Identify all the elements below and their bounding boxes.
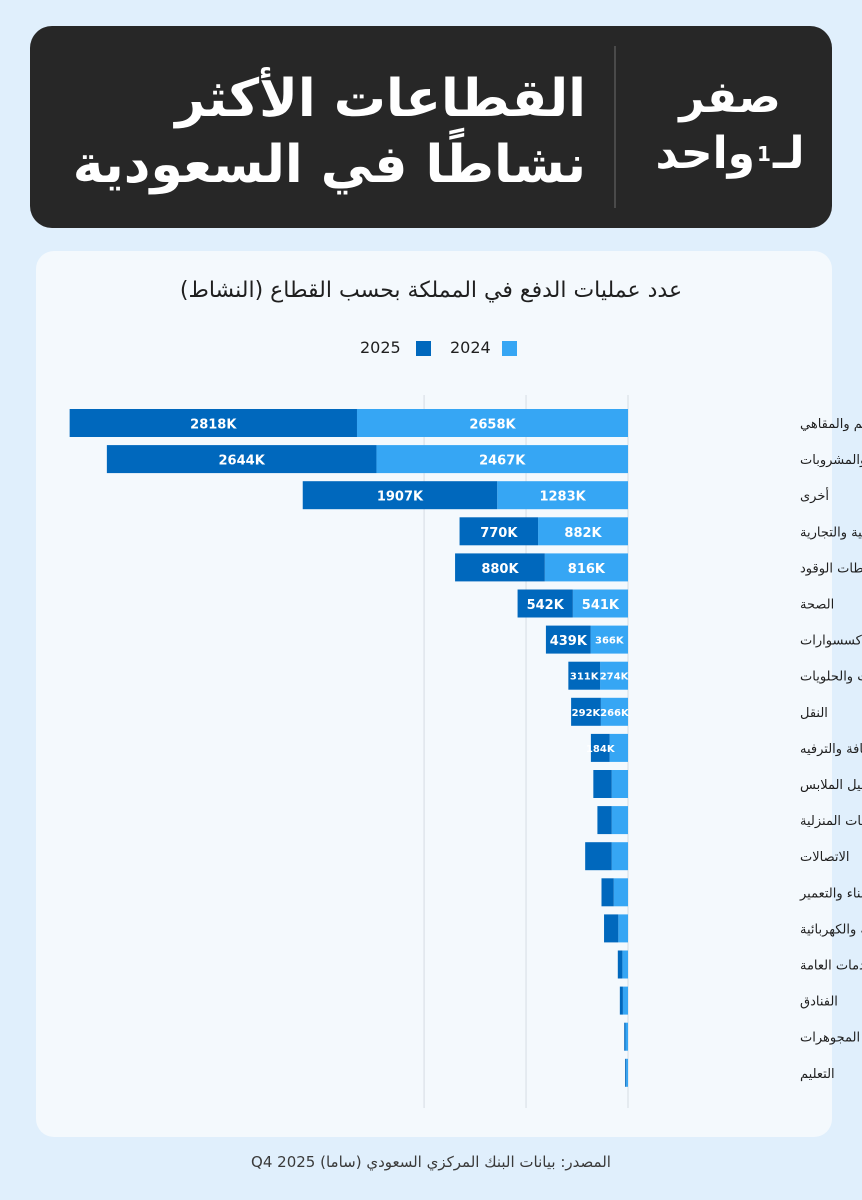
category-label-4: الخدمات المهنية والتجارية (800, 525, 862, 540)
bar-2024-6 (572, 589, 628, 618)
legend-label-2025: 2025 (360, 338, 401, 357)
category-label-1: المطاعم والمقاهي (800, 417, 862, 432)
data-label-2025-6: 542K (527, 598, 565, 613)
bar-2024-2 (376, 445, 628, 474)
bar-2025-5 (455, 553, 545, 582)
data-label-2024-1: 2658K (469, 418, 516, 433)
bar-2025-2 (106, 445, 377, 474)
bar-2025-6 (517, 589, 573, 618)
logo-superscript: 1 (757, 142, 771, 166)
bar-2024-18 (625, 1022, 628, 1051)
chart-card (36, 251, 832, 1137)
category-label-8: المخبوزات والحلويات (800, 670, 862, 685)
category-label-6: الصحة (800, 598, 834, 613)
data-label-2024-3: 1283K (539, 490, 586, 505)
category-label-12: الأثاث والمستلزمات المنزلية (800, 812, 862, 829)
bar-2025-10 (590, 733, 610, 762)
data-label-2025-10: 184K (586, 744, 616, 755)
source-note: المصدر: بيانات البنك المركزي السعودي (سا… (251, 1153, 611, 1171)
bar-2024-3 (497, 481, 628, 510)
data-label-2025-9: 292K (572, 708, 602, 719)
category-label-13: الاتصالات (800, 850, 850, 865)
bar-2024-11 (611, 770, 628, 798)
category-label-5: محطات الوقود (800, 561, 862, 576)
logo-line-1: صفر (679, 72, 781, 123)
bar-2025-14 (601, 878, 614, 907)
bar-2024-17 (622, 986, 628, 1015)
bar-2024-16 (622, 950, 628, 979)
bar-2024-13 (611, 842, 628, 871)
bar-2025-4 (459, 517, 539, 546)
bar-2025-11 (593, 770, 612, 798)
data-label-2024-2: 2467K (479, 454, 526, 469)
category-label-16: المنافع والخدمات العامة (800, 959, 862, 974)
logo-part-a: لـ (772, 128, 805, 179)
data-label-2024-5: 816K (568, 562, 606, 577)
chart-legend: 2025 2024 (360, 338, 520, 360)
bar-2025-15 (604, 914, 619, 943)
category-label-18: المجوهرات (800, 1031, 860, 1046)
bar-2024-7 (590, 625, 628, 654)
category-label-2: الأطعمة والمشروبات (800, 451, 862, 468)
data-label-2024-6: 541K (582, 598, 620, 613)
page-title-line-1: القطاعات الأكثر (175, 69, 586, 129)
category-label-11: خدمات غسيل الملابس (800, 778, 862, 793)
data-label-2024-7: 366K (595, 636, 625, 647)
bar-2025-7 (545, 625, 591, 654)
chart-title: عدد عمليات الدفع في المملكة بحسب القطاع … (179, 278, 683, 303)
data-label-2025-8: 311K (570, 672, 600, 683)
data-label-2025-1: 2818K (190, 418, 237, 433)
logo-line-2: لـ1واحد (642, 126, 818, 182)
bar-2024-1 (356, 409, 628, 437)
category-label-9: النقل (800, 706, 828, 721)
bar-2025-1 (69, 409, 357, 437)
header-banner: القطاعات الأكثر نشاطًا في السعودية صفر ل… (30, 26, 832, 228)
data-label-2025-5: 880K (481, 562, 519, 577)
bar-2024-15 (618, 914, 628, 943)
logo-part-b: واحد (655, 128, 756, 179)
category-label-17: الفنادق (800, 995, 838, 1010)
header-divider (614, 46, 616, 208)
category-label-15: الأجهزة الإلكترونية والكهربائية (800, 920, 862, 937)
category-label-14: مواد البناء والتعمير (799, 886, 862, 901)
legend-swatch-2025 (416, 341, 431, 356)
bar-2024-4 (538, 517, 628, 546)
legend-label-2024: 2024 (450, 338, 491, 357)
bar-2025-8 (568, 661, 601, 690)
category-label-10: الثقافة والترفيه (800, 742, 862, 757)
data-label-2025-2: 2644K (219, 454, 266, 469)
bar-2024-9 (600, 697, 628, 726)
bar-2025-18 (624, 1022, 626, 1051)
data-label-2025-4: 770K (480, 526, 518, 541)
category-label-7: الملبوسات والإكسسوارات (800, 634, 862, 649)
bar-2025-19 (625, 1058, 627, 1087)
bar-2024-19 (626, 1058, 628, 1087)
bar-2024-5 (544, 553, 628, 582)
bar-2025-12 (597, 806, 612, 835)
bar-2024-14 (613, 878, 628, 907)
data-label-2024-8: 274K (600, 672, 630, 683)
bar-2025-9 (571, 697, 601, 726)
category-label-3: أخرى (800, 487, 829, 504)
data-label-2025-3: 1907K (377, 490, 424, 505)
category-label-19: التعليم (800, 1067, 835, 1082)
bar-2025-13 (585, 842, 612, 871)
legend-swatch-2024 (502, 341, 517, 356)
data-label-2025-7: 439K (550, 634, 588, 649)
bar-2025-17 (619, 986, 623, 1015)
bar-2024-12 (611, 806, 628, 835)
brand-logo: صفر لـ1واحد (642, 70, 818, 182)
page-title: القطاعات الأكثر نشاطًا في السعودية (66, 66, 586, 198)
bar-2025-3 (302, 481, 498, 510)
bar-2024-10 (609, 733, 628, 762)
data-label-2024-4: 882K (564, 526, 602, 541)
page-title-line-2: نشاطًا في السعودية (72, 135, 586, 195)
bar-2025-16 (617, 950, 623, 979)
data-label-2024-9: 266K (600, 708, 630, 719)
bar-2024-8 (600, 661, 628, 690)
